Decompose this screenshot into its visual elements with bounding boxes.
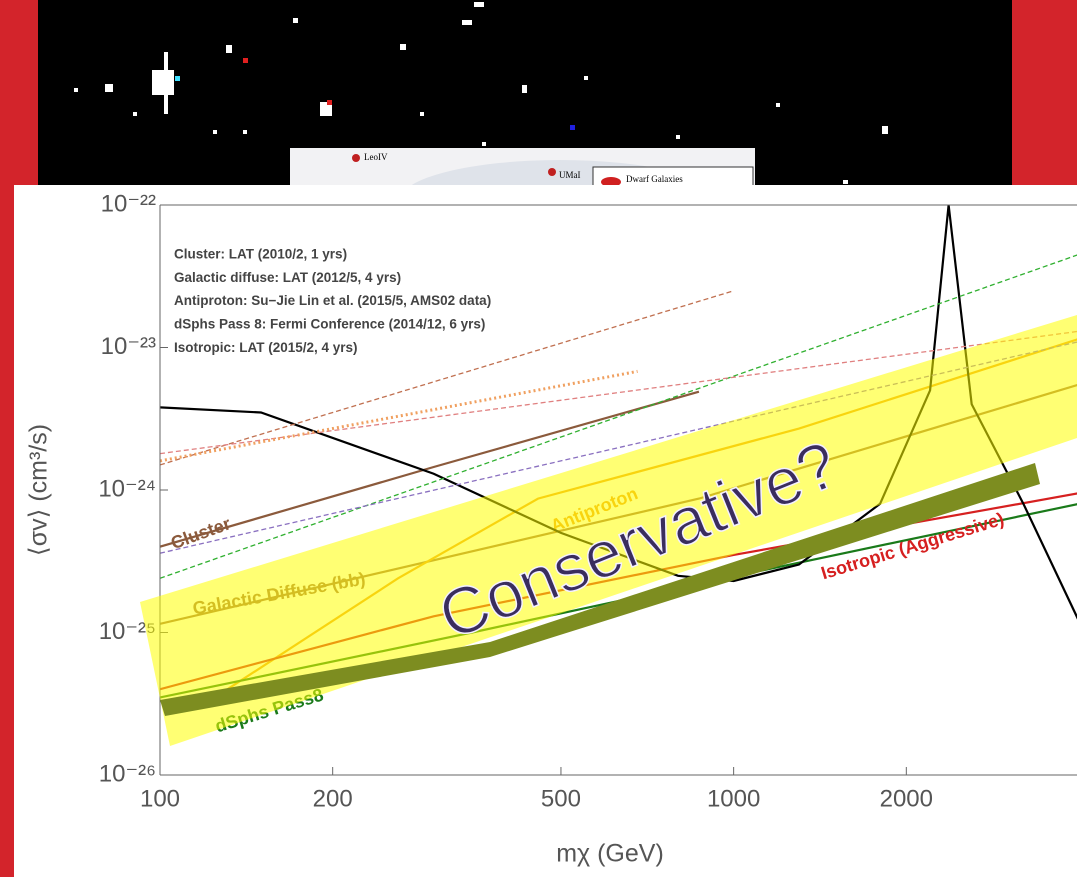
y-tick-label: 10⁻²⁶ (99, 760, 156, 787)
y-tick-label: 10⁻²³ (101, 333, 156, 360)
inset-legend-marker (601, 177, 621, 187)
highlight-bar (160, 463, 1040, 716)
highlight-band (140, 315, 1077, 746)
annotation: Galactic diffuse: LAT (2012/5, 4 yrs) (174, 270, 401, 285)
series-line (160, 290, 734, 466)
series-line (160, 254, 1077, 579)
x-tick-label: 200 (313, 785, 353, 812)
x-tick-label: 2000 (880, 785, 933, 812)
series-line (160, 369, 638, 463)
sky-dot (243, 58, 248, 63)
inset-label: UMaI (559, 170, 581, 180)
y-tick-label: 10⁻²⁴ (98, 475, 156, 502)
series-line (160, 390, 700, 548)
sky-dot (327, 100, 332, 105)
inset-label: LeoIV (364, 152, 388, 162)
inset-marker (352, 154, 360, 162)
inset-label: Dwarf Galaxies (626, 174, 683, 184)
annotation: Antiproton: Su−Jie Lin et al. (2015/5, A… (174, 293, 491, 308)
x-tick-label: 1000 (707, 785, 760, 812)
sky-dots (74, 2, 888, 184)
x-axis-title: mχ (GeV) (556, 840, 664, 868)
x-tick-label: 100 (140, 785, 180, 812)
annotation: dSphs Pass 8: Fermi Conference (2014/12,… (174, 316, 485, 331)
y-axis-title: ⟨σv⟩ (cm³/s) (25, 424, 53, 556)
sky-dot (570, 125, 575, 130)
x-tick-label: 500 (541, 785, 581, 812)
annotation: Isotropic: LAT (2015/2, 4 yrs) (174, 340, 358, 355)
inset-marker (548, 168, 556, 176)
y-tick-label: 10⁻²² (101, 190, 156, 217)
annotation: Cluster: LAT (2010/2, 1 yrs) (174, 247, 347, 262)
sky-dot (175, 76, 180, 81)
